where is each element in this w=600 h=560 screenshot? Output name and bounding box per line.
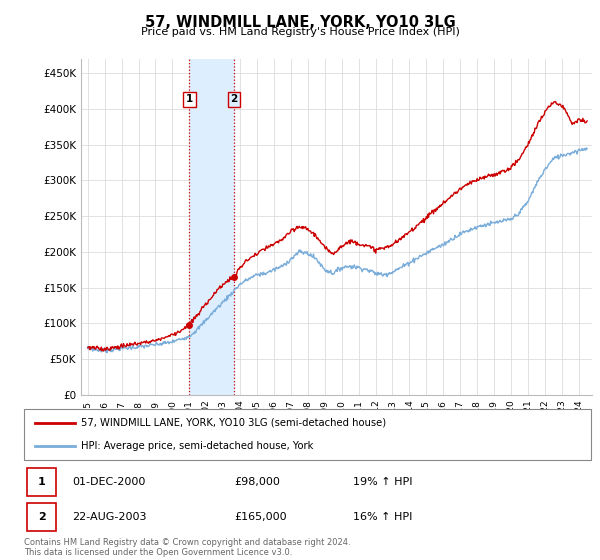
Text: 22-AUG-2003: 22-AUG-2003 <box>72 512 146 522</box>
Text: 1: 1 <box>186 94 193 104</box>
Text: 2: 2 <box>230 94 238 104</box>
Text: £98,000: £98,000 <box>234 477 280 487</box>
Text: 01-DEC-2000: 01-DEC-2000 <box>72 477 146 487</box>
Text: 57, WINDMILL LANE, YORK, YO10 3LG: 57, WINDMILL LANE, YORK, YO10 3LG <box>145 15 455 30</box>
Text: HPI: Average price, semi-detached house, York: HPI: Average price, semi-detached house,… <box>80 441 313 451</box>
Text: 2: 2 <box>38 512 46 522</box>
Text: 1: 1 <box>38 477 46 487</box>
Text: 19% ↑ HPI: 19% ↑ HPI <box>353 477 412 487</box>
Text: 16% ↑ HPI: 16% ↑ HPI <box>353 512 412 522</box>
FancyBboxPatch shape <box>27 503 56 531</box>
Text: 57, WINDMILL LANE, YORK, YO10 3LG (semi-detached house): 57, WINDMILL LANE, YORK, YO10 3LG (semi-… <box>80 418 386 428</box>
FancyBboxPatch shape <box>27 468 56 496</box>
Text: Price paid vs. HM Land Registry's House Price Index (HPI): Price paid vs. HM Land Registry's House … <box>140 27 460 37</box>
Text: Contains HM Land Registry data © Crown copyright and database right 2024.
This d: Contains HM Land Registry data © Crown c… <box>24 538 350 557</box>
Text: £165,000: £165,000 <box>234 512 286 522</box>
FancyBboxPatch shape <box>24 409 591 460</box>
